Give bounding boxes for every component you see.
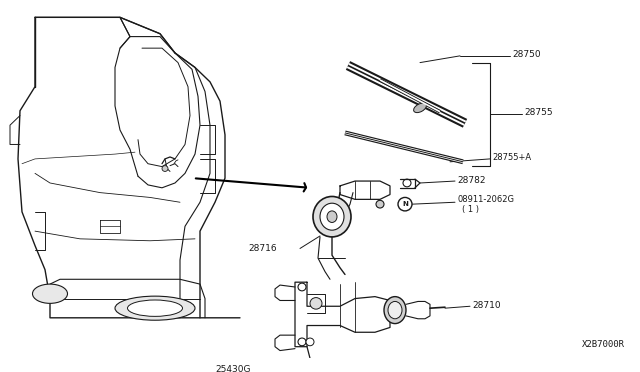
Text: N: N [402,201,408,207]
Ellipse shape [115,296,195,320]
Ellipse shape [398,198,412,211]
Text: X2B7000R: X2B7000R [582,340,625,349]
Ellipse shape [33,284,67,303]
Ellipse shape [313,359,323,369]
Ellipse shape [413,103,426,113]
Text: 25430G: 25430G [215,365,250,372]
Ellipse shape [306,338,314,346]
Text: 28750: 28750 [512,50,541,60]
Text: 28710: 28710 [472,301,500,310]
Text: ( 1 ): ( 1 ) [462,205,479,214]
Text: 28755+A: 28755+A [492,153,531,163]
Ellipse shape [320,203,344,230]
Ellipse shape [388,301,402,319]
Ellipse shape [384,296,406,324]
Ellipse shape [376,200,384,208]
Ellipse shape [162,166,168,171]
Text: 08911-2062G: 08911-2062G [457,195,514,204]
Ellipse shape [315,361,321,367]
Ellipse shape [298,338,306,346]
Ellipse shape [127,300,182,316]
Text: 28782: 28782 [457,176,486,185]
Ellipse shape [327,211,337,222]
Text: 28716: 28716 [248,244,276,253]
Text: 28755: 28755 [524,108,552,117]
Ellipse shape [313,196,351,237]
Ellipse shape [310,298,322,309]
Ellipse shape [298,283,306,291]
